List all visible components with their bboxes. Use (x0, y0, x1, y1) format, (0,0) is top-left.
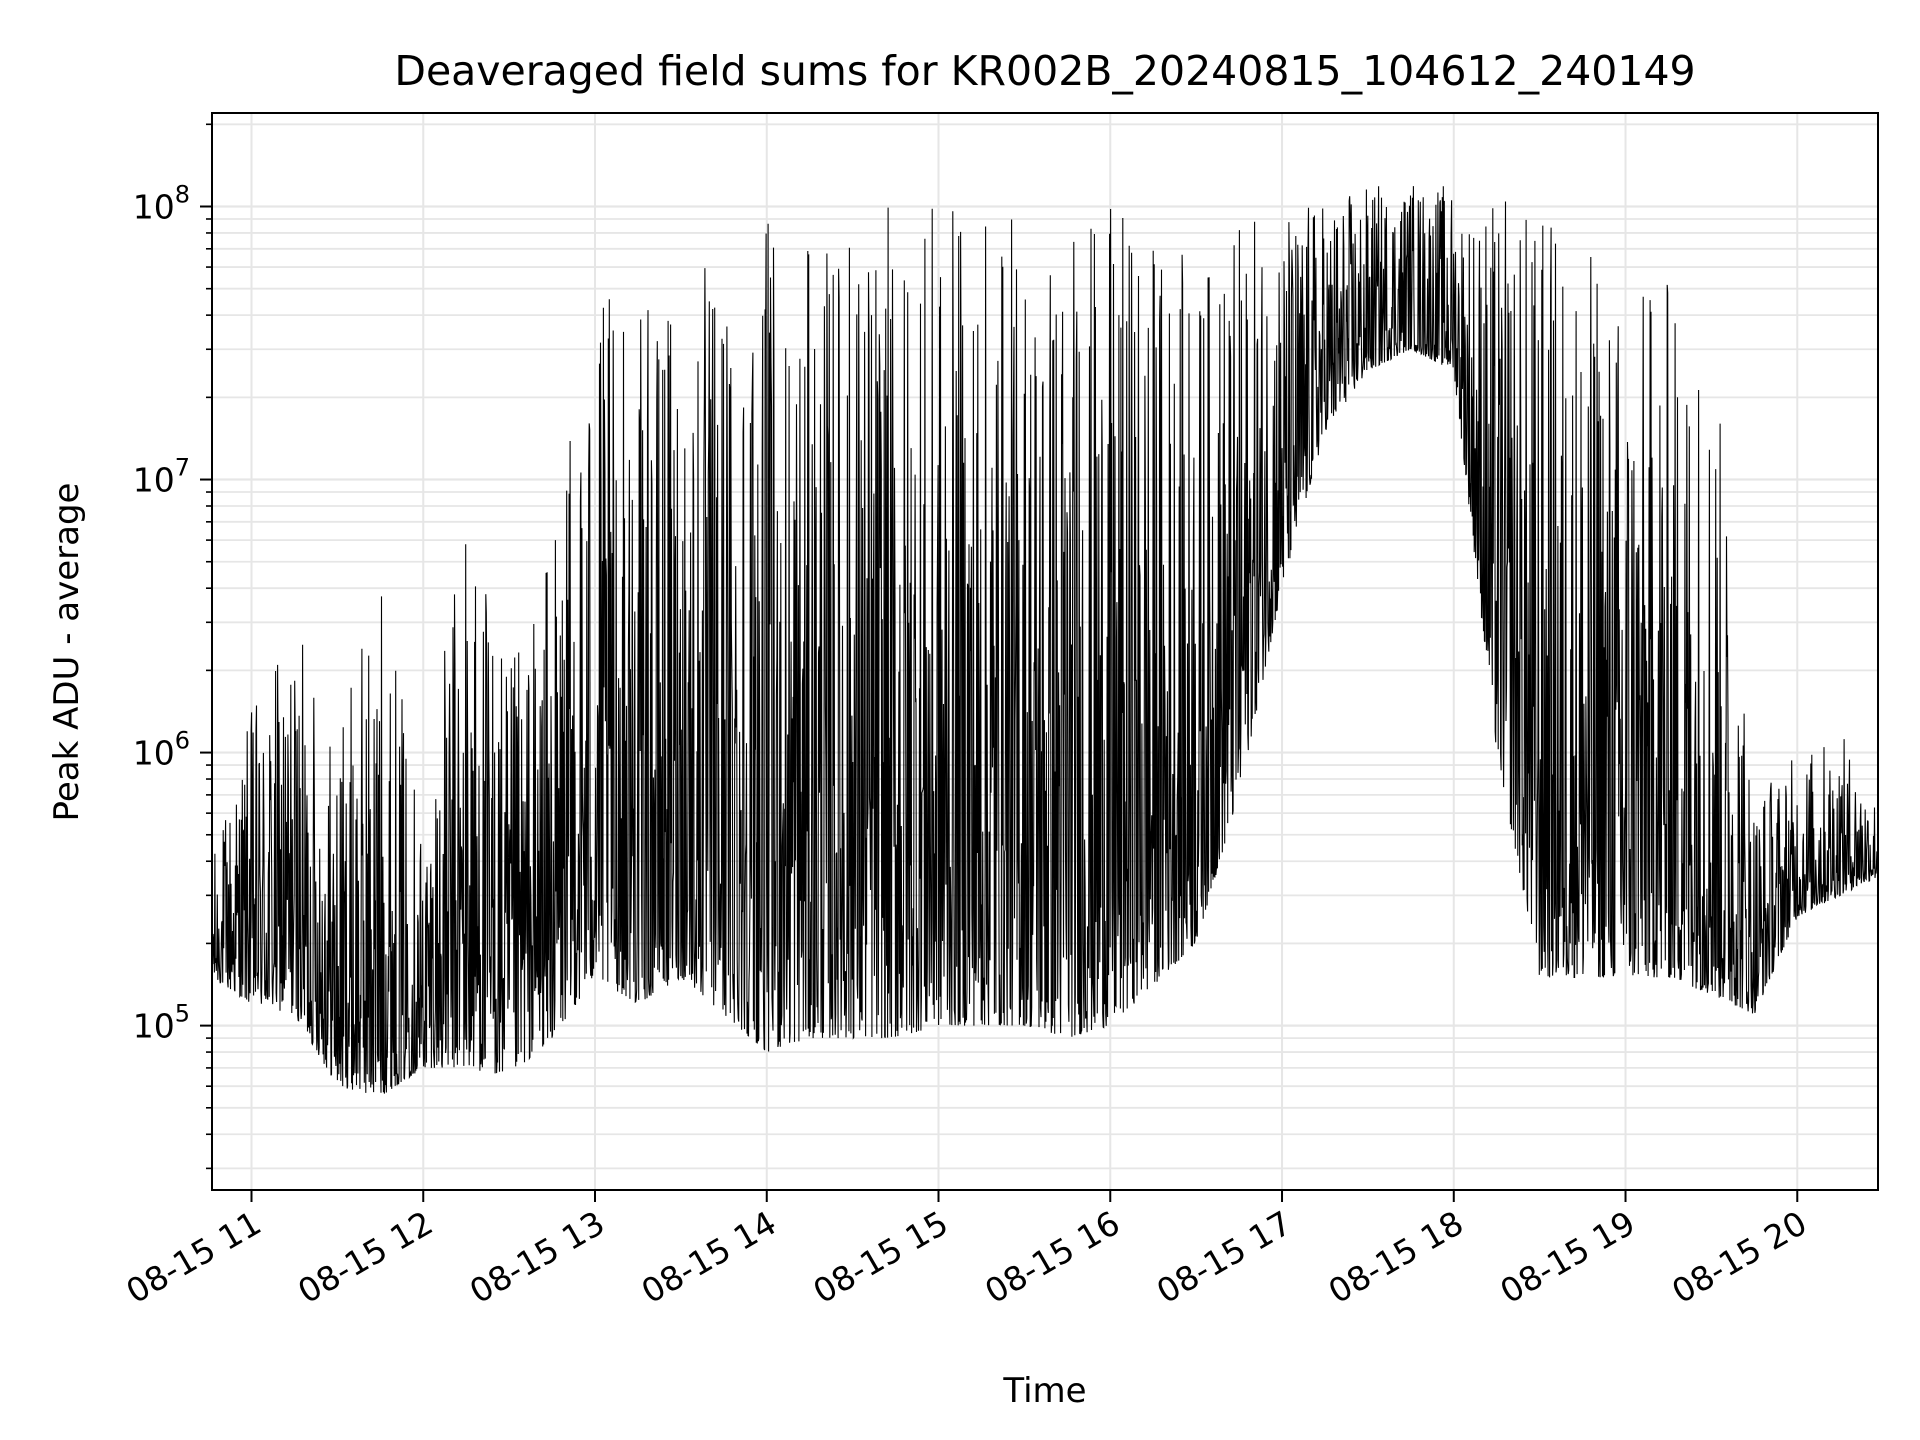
y-tick-label: 107 (133, 454, 190, 500)
chart-title: Deaveraged field sums for KR002B_2024081… (394, 47, 1695, 95)
plot-frame (211, 112, 1879, 1191)
x-axis-label: Time (1002, 1371, 1086, 1411)
series-layer (212, 186, 1878, 1094)
series-line (212, 186, 1878, 1094)
y-tick-label: 106 (133, 727, 190, 773)
y-axis-label: Peak ADU - average (47, 483, 87, 822)
y-axis: 105 106 107 108 (133, 123, 212, 1170)
y-tick-label: 108 (133, 180, 190, 226)
y-tick-label: 105 (133, 1000, 190, 1046)
